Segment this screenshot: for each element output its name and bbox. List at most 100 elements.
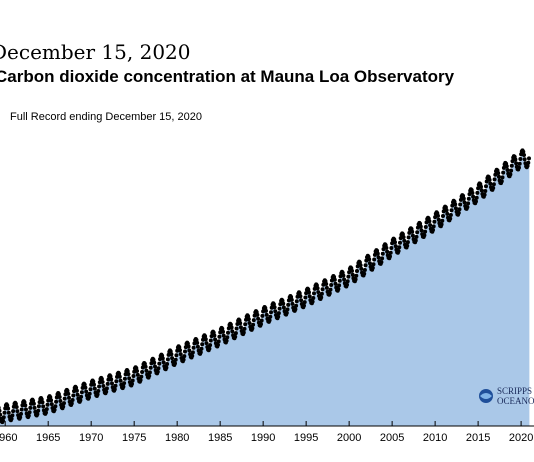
x-tick-label: 1995	[294, 432, 318, 444]
data-point	[212, 333, 217, 338]
data-point	[44, 407, 49, 412]
data-point	[217, 334, 222, 339]
data-point	[474, 199, 478, 204]
data-point	[294, 303, 299, 308]
data-point	[441, 214, 445, 218]
data-point	[62, 396, 67, 401]
data-point	[2, 410, 7, 415]
data-point	[157, 361, 162, 366]
data-point	[285, 307, 290, 312]
data-point	[152, 360, 157, 365]
data-point	[496, 174, 501, 179]
data-point	[28, 405, 33, 410]
data-point	[324, 282, 329, 286]
data-point	[67, 395, 71, 400]
data-point	[345, 282, 349, 287]
data-point	[46, 398, 51, 403]
data-point	[315, 286, 320, 291]
data-point	[75, 392, 80, 397]
data-point	[208, 338, 213, 343]
data-point	[276, 314, 281, 319]
x-axis: 1960 1965 1970 1975 1980 1985 1990 1995 2000 2005…	[0, 421, 534, 444]
data-point	[487, 177, 492, 182]
data-point	[230, 329, 235, 334]
data-point	[389, 246, 394, 250]
data-point	[363, 263, 368, 268]
data-point	[246, 317, 251, 322]
data-point	[49, 402, 54, 407]
data-point	[127, 376, 132, 381]
data-point	[238, 321, 243, 326]
logo-line-2: OCEANOG	[497, 396, 534, 406]
data-point	[144, 368, 149, 373]
data-point	[367, 261, 372, 266]
data-point	[14, 405, 19, 409]
data-point	[505, 168, 510, 172]
data-point	[70, 398, 75, 402]
x-tick-label: 1965	[36, 432, 60, 444]
data-point	[71, 393, 76, 398]
data-point	[135, 372, 140, 377]
data-point	[286, 302, 291, 307]
data-point	[320, 287, 325, 292]
scripps-logo: SCRIPPS OCEANOG	[479, 386, 534, 406]
data-point	[293, 307, 298, 312]
data-point	[255, 312, 260, 317]
data-point	[126, 372, 131, 377]
data-point	[221, 333, 226, 338]
data-point	[276, 311, 281, 316]
data-point	[104, 389, 109, 394]
data-point	[297, 291, 302, 296]
data-point	[87, 391, 92, 396]
data-point	[431, 228, 435, 232]
data-point	[456, 210, 461, 215]
data-point	[224, 338, 229, 343]
data-point	[522, 153, 526, 157]
data-point	[522, 157, 527, 162]
data-point	[117, 371, 122, 376]
data-point	[113, 383, 118, 388]
data-point	[268, 314, 273, 319]
data-point	[138, 378, 143, 383]
data-point	[79, 390, 84, 395]
data-point	[204, 341, 209, 346]
data-point	[26, 413, 31, 418]
data-point	[83, 385, 88, 390]
data-point	[393, 240, 397, 245]
data-point	[370, 265, 375, 270]
data-point	[165, 362, 170, 366]
data-point	[0, 406, 1, 410]
data-point	[182, 354, 187, 359]
data-point	[41, 404, 46, 409]
data-point	[225, 335, 230, 340]
data-point	[156, 366, 161, 371]
data-point	[410, 229, 415, 234]
data-point	[517, 161, 522, 166]
data-point	[250, 326, 255, 331]
data-point	[319, 291, 324, 296]
x-tick-label: 1960	[0, 432, 17, 444]
x-tick-label: 2000	[337, 432, 361, 444]
data-point	[462, 200, 467, 205]
data-point	[251, 318, 256, 323]
data-point	[514, 161, 519, 166]
data-point	[350, 272, 355, 277]
data-point	[397, 245, 402, 250]
data-point	[74, 388, 79, 393]
data-point	[410, 233, 415, 238]
data-point	[114, 379, 119, 384]
data-point	[371, 262, 376, 267]
data-point	[87, 395, 91, 400]
data-point	[448, 213, 453, 217]
data-point	[405, 240, 410, 245]
x-tick-label: 2020	[509, 432, 533, 444]
data-point	[91, 379, 96, 384]
data-point	[22, 400, 27, 405]
data-point	[492, 177, 497, 182]
data-point	[398, 240, 402, 245]
data-point	[78, 398, 83, 403]
data-point	[247, 321, 252, 325]
data-point	[199, 346, 204, 351]
data-point	[178, 348, 182, 353]
